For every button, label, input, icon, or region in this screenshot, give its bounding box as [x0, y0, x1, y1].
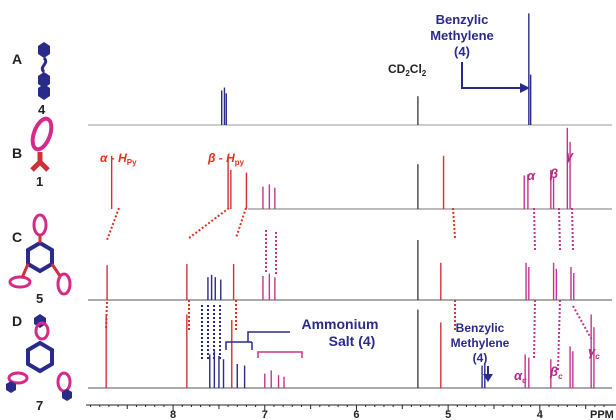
compound-number-a: 4: [38, 102, 46, 117]
benzylic-top-line1: Benzylic: [436, 12, 489, 27]
x-axis-tick-label: 5: [445, 409, 451, 420]
gamma-label: γ: [566, 148, 574, 163]
ammonium-line2: Salt (4): [329, 333, 376, 349]
beta-c-label: βc: [549, 364, 563, 381]
benzylic-top-arrowhead: [520, 83, 530, 93]
alpha-py-label: α - HPy: [100, 151, 137, 167]
connector-alpha-c-d: [533, 299, 536, 361]
cd2cl2-label: CD2Cl2: [388, 62, 427, 78]
row-letter-c: C: [12, 229, 22, 245]
gamma-c-label: γc: [588, 344, 600, 361]
benzylic-d-line2: Methylene: [451, 336, 510, 350]
molecule-1-icon: [30, 116, 54, 172]
spectrum-d: [88, 309, 612, 389]
connector-beta-b-c: [558, 207, 561, 251]
row-letter-d: D: [12, 313, 22, 329]
connector-gamma-b-c: [571, 207, 574, 251]
row-letter-b: B: [12, 145, 22, 161]
ammonium-line1: Ammonium: [302, 316, 379, 332]
beta-label: β: [549, 166, 558, 181]
spectrum-b: [110, 127, 612, 210]
connector-gamma-py-b-c: [235, 207, 247, 239]
benzylic-top-arrow: [461, 62, 524, 89]
beta-py-label: β - Hpy: [207, 151, 245, 167]
connector-alpha-b-c: [533, 207, 536, 251]
molecule-4-icon: [38, 42, 50, 100]
connector-alpha-py-c-d: [105, 301, 108, 331]
spectra-layer: [88, 13, 612, 389]
benzylic-d-line3: (4): [473, 351, 488, 365]
compound-number-b: 1: [36, 174, 43, 189]
benzylic-top-line2: Methylene: [430, 28, 494, 43]
spectrum-a: [88, 13, 612, 126]
x-axis-label: PPM: [590, 409, 614, 420]
spectrum-c: [88, 240, 612, 301]
ammonium-bracket: [225, 331, 290, 350]
benzylic-d-arrowhead: [483, 374, 493, 382]
alpha-label: α: [527, 168, 536, 183]
ammonium-pink-bracket: [257, 351, 303, 358]
connector-layer: [105, 207, 593, 371]
molecule-7-icon: [6, 314, 72, 401]
x-axis-tick-label: 6: [353, 409, 359, 420]
x-axis-tick-label: 7: [262, 409, 268, 420]
connector-ch2-b-c: [452, 207, 456, 239]
molecule-5-icon: [8, 213, 72, 296]
x-axis-tick-label: 4: [537, 409, 544, 420]
benzylic-d-line1: Benzylic: [456, 321, 505, 335]
x-axis-tick-label: 8: [170, 409, 176, 420]
x-axis-ticks: 8 7 6 5 4: [90, 405, 605, 420]
connector-alpha-py-b-c: [106, 207, 120, 241]
row-letter-a: A: [12, 51, 22, 67]
alpha-c-label: αc: [514, 368, 527, 385]
benzylic-top-line3: (4): [454, 44, 470, 59]
compound-number-d: 7: [36, 398, 43, 413]
connector-beta-py-b-c: [188, 207, 230, 239]
compound-number-c: 5: [36, 291, 43, 306]
connector-beta-c-d: [557, 299, 561, 371]
connector-gamma-c-d: [572, 305, 593, 341]
